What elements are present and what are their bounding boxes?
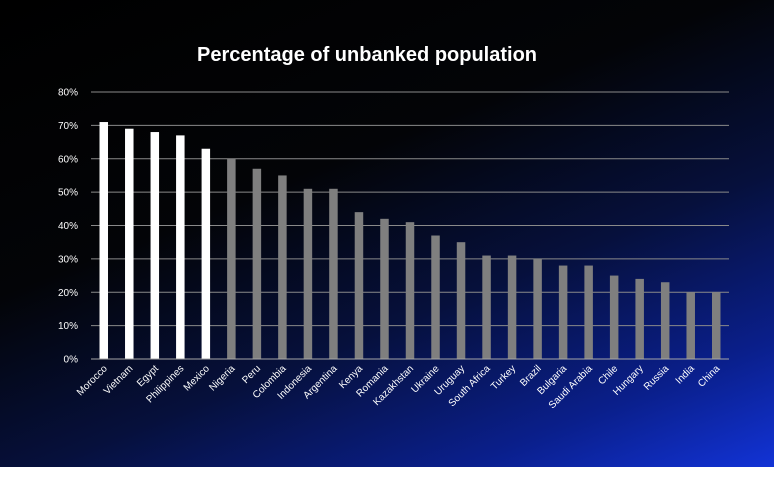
y-tick-label: 60%: [58, 154, 78, 165]
bar-ukraine: [431, 235, 440, 359]
bars: [99, 122, 721, 359]
bar-philippines: [176, 135, 185, 359]
bar-colombia: [278, 175, 287, 359]
bar-argentina: [329, 188, 338, 359]
bar-saudi-arabia: [584, 265, 593, 359]
x-tick-label: China: [696, 363, 723, 390]
x-tick-label: India: [674, 363, 697, 386]
bar-morocco: [99, 122, 109, 359]
bar-bulgaria: [558, 265, 568, 359]
y-tick-label: 0%: [64, 355, 79, 366]
bar-indonesia: [303, 188, 313, 359]
chart-title: Percentage of unbanked population: [196, 44, 538, 66]
bar-turkey: [507, 255, 517, 359]
y-tick-label: 40%: [58, 221, 78, 232]
y-axis-ticks: 0% 10% 20% 30% 40% 50% 60% 70% 80%: [58, 88, 78, 366]
x-tick-label: Russia: [642, 363, 672, 393]
y-tick-label: 10%: [58, 321, 78, 332]
bar-uruguay: [456, 242, 466, 359]
bar-peru: [252, 168, 262, 359]
bar-kazakhstan: [405, 222, 415, 359]
x-tick-label: Mexico: [182, 363, 212, 393]
bar-chart: 0% 10% 20% 30% 40% 50% 60% 70% 80% MoroccoVietna…: [58, 88, 729, 411]
bar-hungary: [635, 278, 644, 359]
bar-vietnam: [125, 128, 134, 359]
y-tick-label: 70%: [58, 121, 78, 132]
bar-chile: [609, 275, 619, 359]
bar-kenya: [354, 212, 364, 359]
y-tick-label: 50%: [58, 188, 78, 199]
bar-romania: [380, 218, 389, 359]
bar-egypt: [150, 132, 160, 359]
bar-south-africa: [482, 255, 491, 359]
y-tick-label: 30%: [58, 254, 78, 265]
bar-brazil: [533, 258, 542, 359]
bar-india: [686, 292, 695, 359]
bar-china: [711, 292, 721, 359]
bar-mexico: [201, 148, 211, 359]
x-tick-label: Peru: [240, 363, 263, 386]
y-tick-label: 80%: [58, 88, 78, 99]
bar-russia: [660, 282, 670, 359]
x-tick-label: Turkey: [489, 363, 518, 392]
bar-nigeria: [227, 158, 236, 359]
y-tick-label: 20%: [58, 288, 78, 299]
slide-background: Percentage of unbanked population 0% 10% 2…: [0, 0, 774, 467]
x-tick-label: Nigeria: [207, 363, 237, 393]
